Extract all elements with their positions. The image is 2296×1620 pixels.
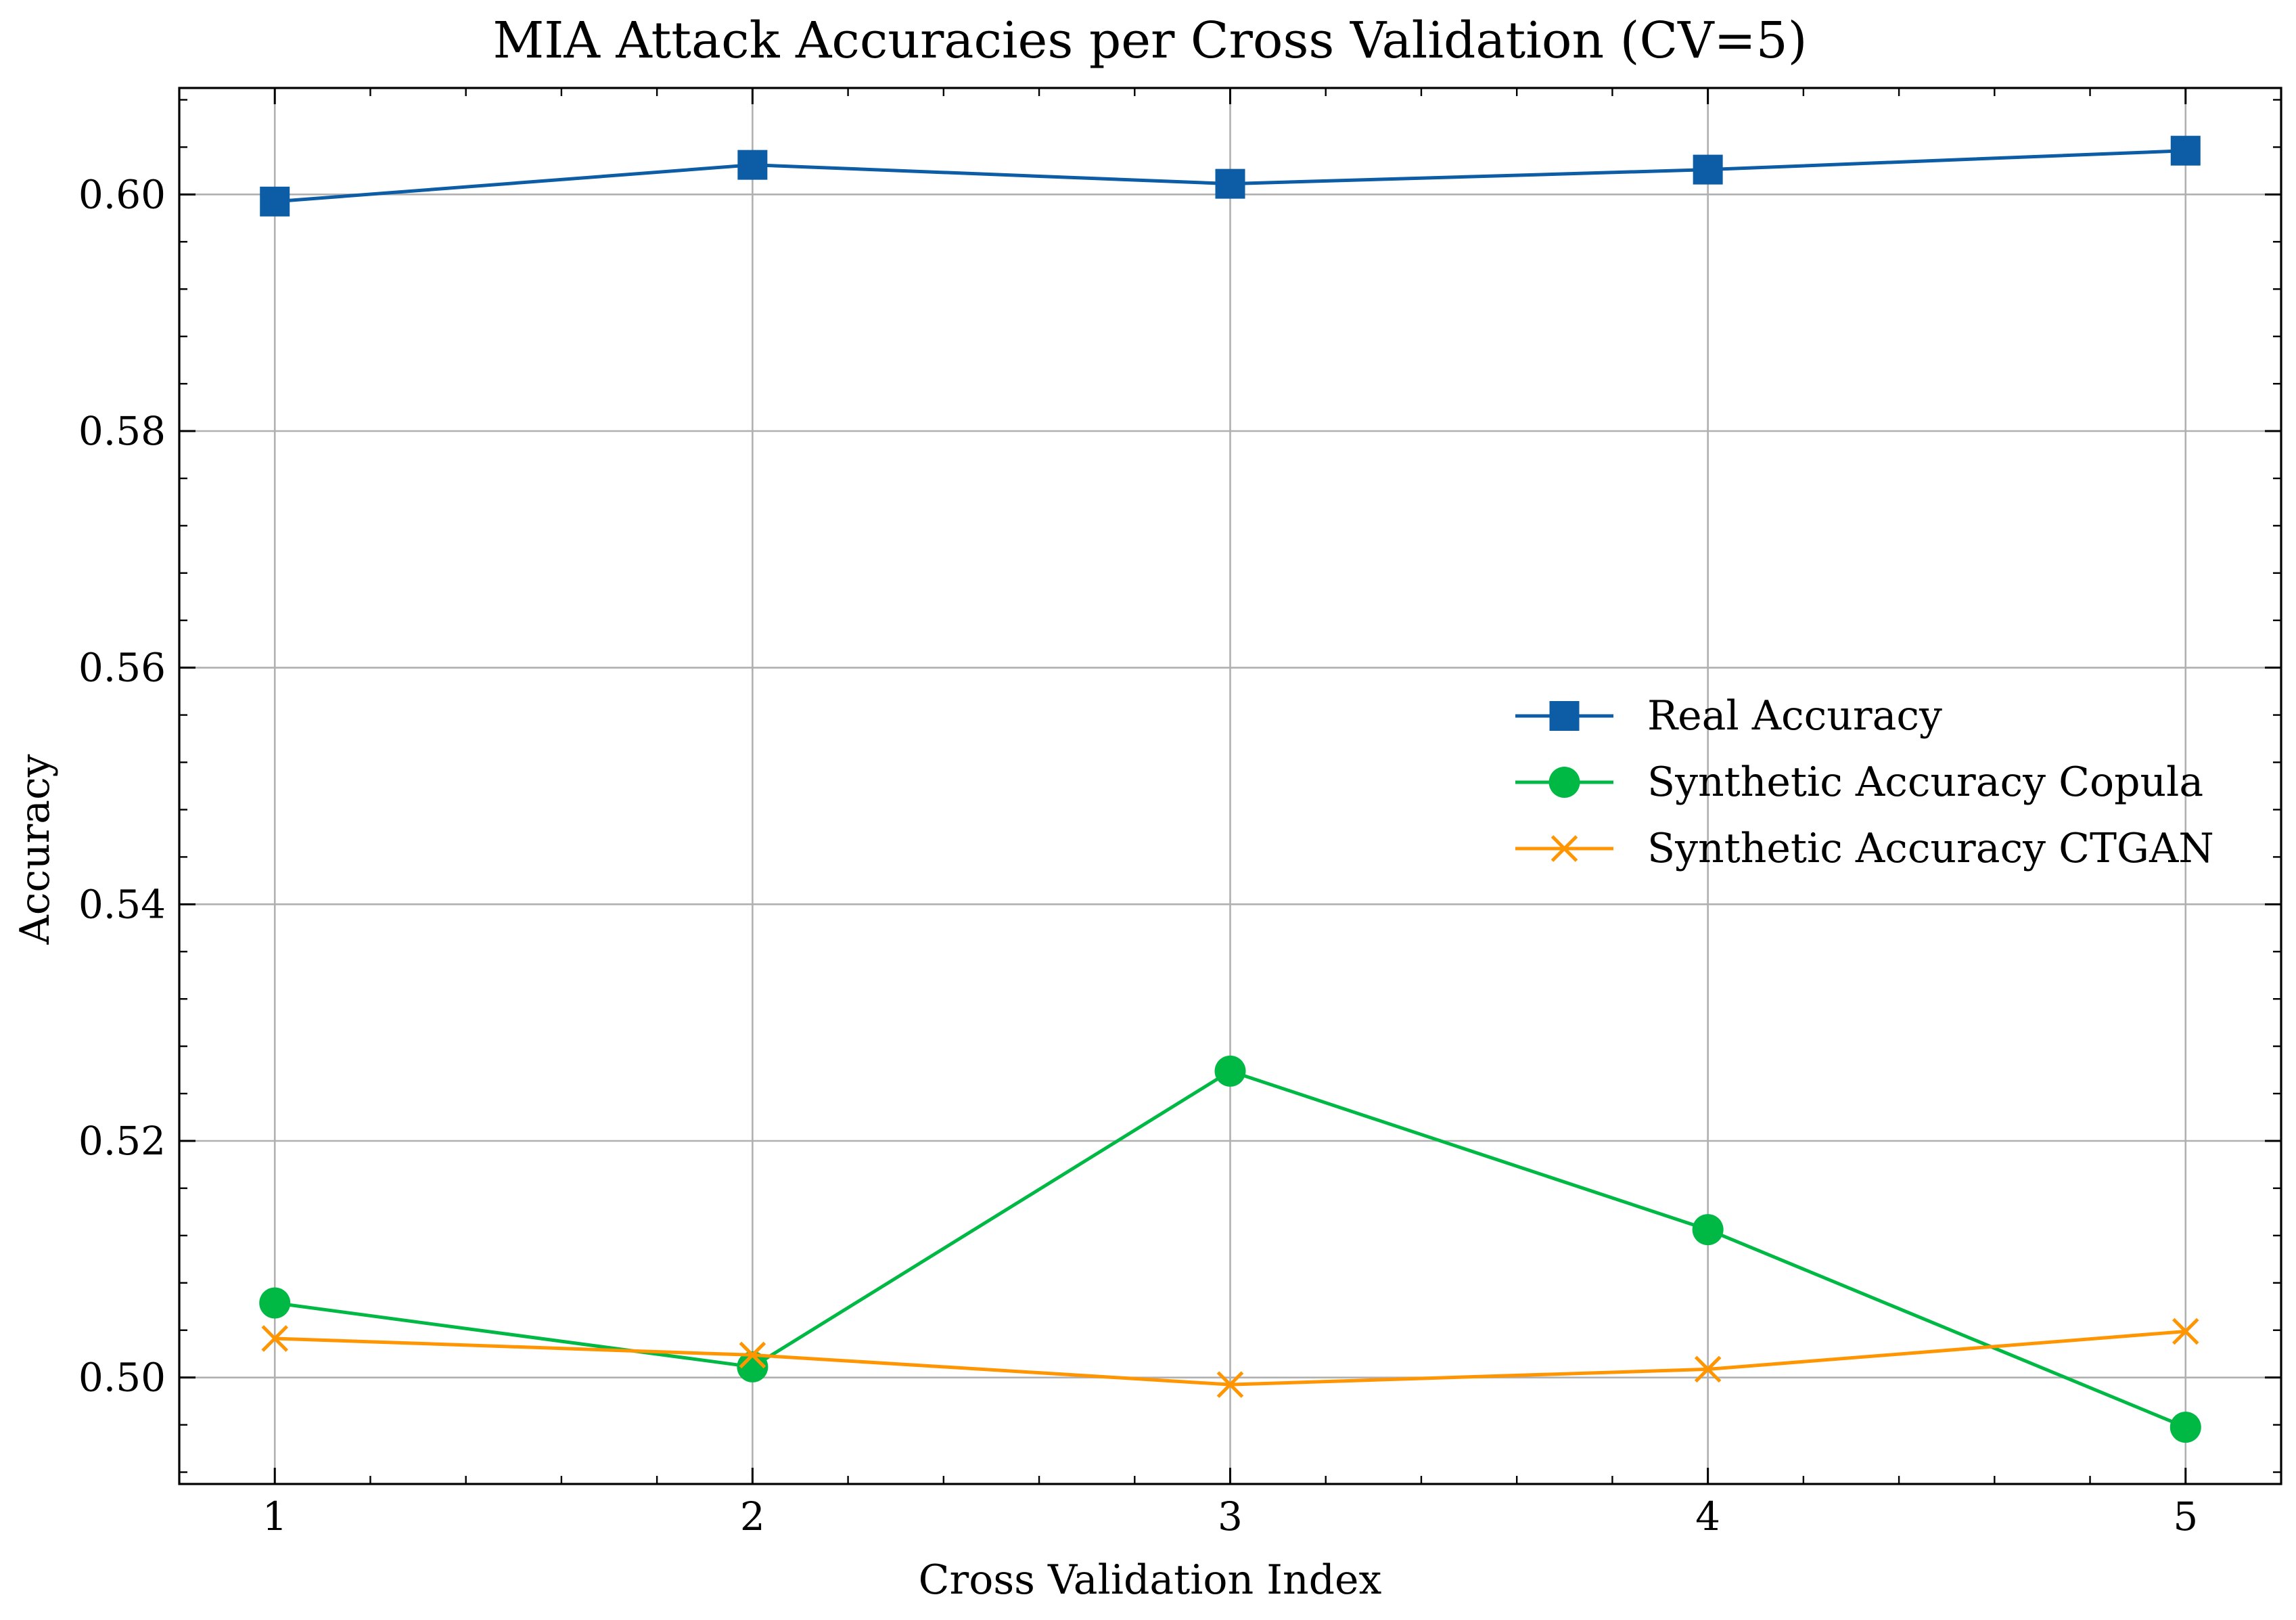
legend-entry-1: Real Accuracy [1515,692,1942,740]
data-point-s1-2 [737,150,768,180]
legend-marker-3 [1551,835,1578,862]
tick-marks [178,88,2282,1484]
data-point-s3-3 [1216,1371,1244,1398]
data-point-s3-2 [739,1341,766,1369]
y-tick-label-2: 0.52 [78,1118,166,1164]
data-point-s1-1 [260,186,290,217]
x-tick-label-5: 5 [2173,1493,2198,1539]
tick-labels: 1 2 3 4 5 0.50 0.52 0.54 0.56 0.58 0.60 [78,171,2198,1539]
legend: Real Accuracy Synthetic Accuracy Copula Sy… [1515,692,2214,872]
grid-lines [179,88,2281,1484]
data-point-s1-3 [1215,168,1245,199]
x-tick-label-3: 3 [1218,1493,1243,1539]
data-point-s3-1 [261,1325,288,1352]
y-tick-label-5: 0.58 [78,408,166,454]
x-tick-label-2: 2 [740,1493,765,1539]
legend-entry-2: Synthetic Accuracy Copula [1515,759,2203,806]
data-point-s3-5 [2172,1318,2199,1345]
y-tick-label-3: 0.54 [78,881,166,927]
y-tick-label-6: 0.60 [78,171,166,217]
series-3 [261,1318,2199,1398]
data-point-s2-2 [737,1351,768,1382]
legend-marker-2 [1548,767,1580,798]
data-point-s3-4 [1694,1355,1722,1383]
x-tick-label-1: 1 [262,1493,288,1539]
y-tick-label-4: 0.56 [78,645,166,691]
series-1 [260,135,2201,217]
y-tick-label-1: 0.50 [78,1355,166,1401]
series-2 [259,1055,2201,1443]
data-point-s1-5 [2170,135,2201,166]
data-point-s1-4 [1693,154,1723,185]
chart-title: MIA Attack Accuracies per Cross Validati… [492,12,1807,70]
x-tick-label-4: 4 [1695,1493,1720,1539]
y-axis-label: Accuracy [12,754,59,945]
x-axis-label: Cross Validation Index [919,1556,1382,1604]
legend-label-2: Synthetic Accuracy Copula [1647,759,2203,806]
series-group [259,135,2201,1443]
data-point-s2-1 [259,1287,291,1319]
legend-entry-3: Synthetic Accuracy CTGAN [1515,825,2214,872]
legend-label-1: Real Accuracy [1647,692,1942,740]
legend-label-3: Synthetic Accuracy CTGAN [1647,825,2214,872]
data-point-s2-3 [1214,1055,1246,1087]
legend-marker-1 [1549,701,1580,731]
data-point-s2-5 [2169,1412,2201,1443]
data-point-s2-4 [1692,1214,1724,1246]
